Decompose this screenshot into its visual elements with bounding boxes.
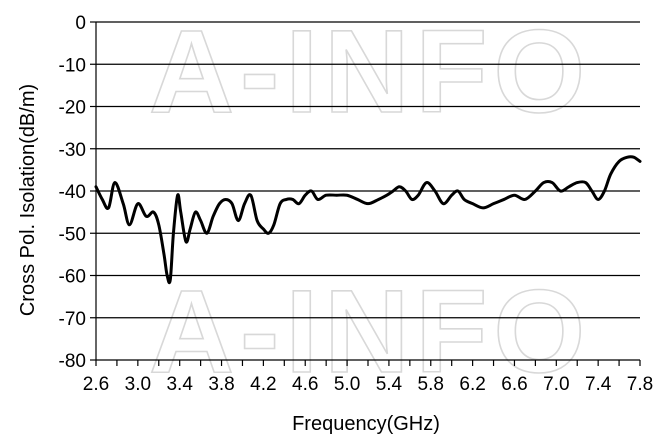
axis-layer: [90, 21, 641, 366]
watermark-top: A-INFO: [149, 6, 591, 138]
x-tick-label: 7.0: [543, 374, 569, 395]
y-axis-title: Cross Pol. Isolation(dB/m): [17, 84, 39, 316]
y-tick-label: -70: [59, 309, 86, 330]
x-tick-label: 3.0: [125, 374, 151, 395]
label-layer: 0 -10 -20 -30 -40 -50 -60 -70 -802.6 3.0 3.4 3.8 4.2…: [59, 13, 654, 395]
y-tick-label: -80: [59, 351, 86, 372]
series-layer: [94, 155, 642, 285]
y-tick-label: -40: [59, 182, 86, 203]
x-tick-label: 7.8: [627, 374, 653, 395]
x-tick-label: 6.6: [501, 374, 527, 395]
y-tick-label: -50: [59, 224, 86, 245]
grid-layer: [96, 21, 640, 319]
x-tick-label: 5.4: [376, 374, 403, 395]
x-tick-label: 6.2: [459, 374, 485, 395]
watermark-layer: A-INFO A-INFO: [148, 5, 591, 399]
x-tick-label: 4.6: [292, 374, 318, 395]
x-tick-label: 7.4: [585, 374, 612, 395]
series-line: [94, 155, 642, 285]
x-axis-title: Frequency(GHz): [292, 413, 440, 435]
x-tick-label: 3.8: [208, 374, 234, 395]
watermark-bottom: A-INFO: [149, 266, 591, 398]
y-tick-label: -60: [59, 267, 86, 288]
y-tick-label: -20: [59, 98, 86, 119]
x-tick-label: 4.2: [250, 374, 276, 395]
x-tick-label: 2.6: [83, 374, 109, 395]
x-tick-label: 5.8: [418, 374, 444, 395]
x-tick-label: 3.4: [166, 374, 193, 395]
x-tick-label: 5.0: [334, 374, 360, 395]
y-tick-label: 0: [75, 13, 86, 34]
y-tick-label: -10: [59, 55, 86, 76]
y-tick-label: -30: [59, 140, 86, 161]
